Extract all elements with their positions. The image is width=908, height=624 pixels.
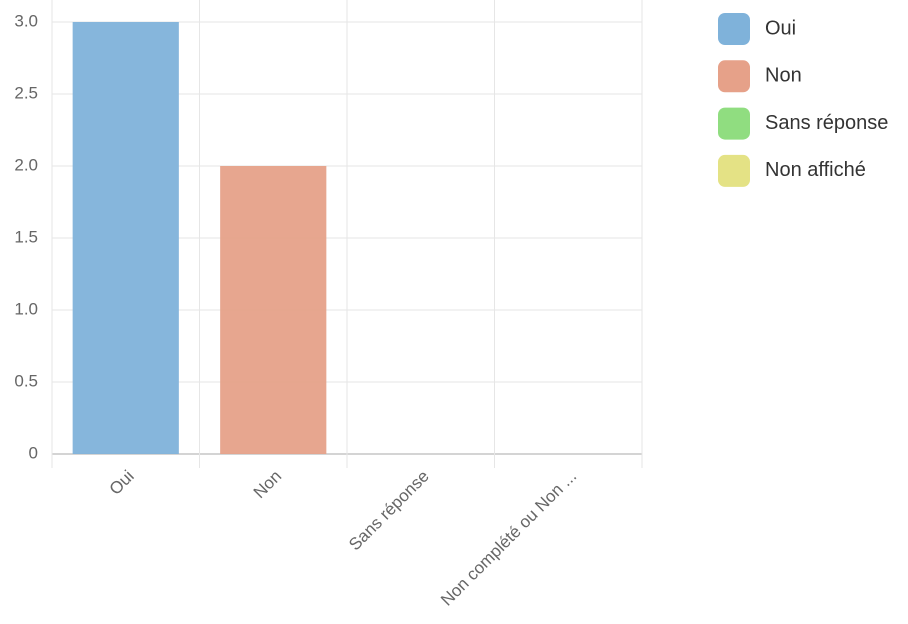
x-tick-label: Oui bbox=[106, 467, 138, 499]
y-tick-label: 3.0 bbox=[14, 11, 38, 30]
legend-label: Non bbox=[765, 65, 802, 87]
x-tick-label: Non complété ou Non ... bbox=[437, 467, 580, 610]
y-tick-label: 1.0 bbox=[14, 299, 38, 318]
y-tick-label: 2.5 bbox=[14, 83, 38, 102]
bar bbox=[220, 166, 327, 454]
legend-label: Oui bbox=[765, 17, 796, 39]
legend-label: Non affiché bbox=[765, 159, 866, 181]
y-tick-label: 2.0 bbox=[14, 155, 38, 174]
x-tick-label: Non bbox=[250, 467, 285, 502]
y-tick-label: 0.5 bbox=[14, 371, 38, 390]
y-tick-label: 0 bbox=[29, 443, 38, 462]
legend-swatch bbox=[718, 107, 750, 140]
legend-swatch bbox=[718, 60, 750, 93]
bar bbox=[72, 22, 179, 454]
y-tick-label: 1.5 bbox=[14, 227, 38, 246]
legend-swatch bbox=[718, 154, 750, 187]
x-tick-label: Sans réponse bbox=[345, 467, 433, 555]
legend-swatch bbox=[718, 13, 750, 45]
legend-label: Sans réponse bbox=[765, 112, 888, 134]
